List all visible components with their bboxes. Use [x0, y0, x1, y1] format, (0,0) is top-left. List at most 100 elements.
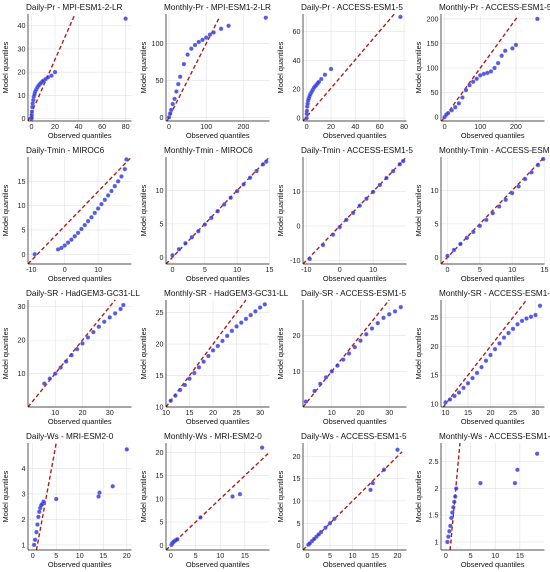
panel-title: Monthly-Tmin - ACCESS-ESM1-5	[439, 146, 550, 155]
data-point	[252, 309, 258, 314]
gridlines	[28, 300, 132, 407]
data-point	[112, 311, 118, 316]
reference-line	[35, 442, 57, 550]
data-point	[473, 76, 479, 81]
x-tick-label: 0	[306, 551, 310, 560]
qq-plot-svg: Daily-Tmin - ACCESS-ESM1-5-10 0 10-10010Ob…	[276, 146, 413, 283]
qq-panel: Monthly-Tmin - ACCESS-ESM1-5 0 5 10 15 0 5 10 Ob…	[413, 143, 550, 286]
x-tick-label: 15	[240, 551, 248, 560]
data-point	[464, 235, 469, 241]
y-tick-label: 10	[293, 496, 301, 505]
gridlines	[303, 14, 407, 121]
data-point	[460, 385, 466, 391]
x-tick-label: 0	[30, 122, 34, 131]
data-point	[357, 203, 362, 208]
data-point	[102, 197, 107, 202]
data-point	[29, 109, 35, 114]
y-tick-label: 0	[297, 114, 301, 123]
data-point	[79, 226, 84, 232]
data-point	[172, 393, 178, 398]
data-point	[184, 52, 190, 57]
data-point	[483, 358, 488, 363]
data-point	[96, 324, 102, 329]
y-tick-label: 30	[18, 44, 26, 53]
y-tick-label: 0	[159, 113, 163, 122]
data-point	[387, 312, 392, 317]
data-point	[177, 387, 182, 393]
qq-plot-svg: Monthly-Tmin - ACCESS-ESM1-50 5 10 150510Ob…	[414, 146, 550, 283]
qq-panel: Daily-Ws - MRI-ESM2-0 0 5 10 15 20 1 2 3 4 Observe…	[0, 429, 138, 572]
data-point	[456, 390, 461, 395]
data-point	[174, 537, 180, 542]
qq-plot-svg: Daily-Pr - MPI-ESM1-2-LR 0 20 40 60 80 0 10 20 30…	[1, 3, 132, 140]
data-point	[65, 240, 71, 245]
data-point	[320, 242, 326, 248]
data-point	[224, 333, 229, 339]
x-tick-label: 0	[31, 551, 35, 560]
data-point	[75, 230, 81, 236]
y-tick-label: 10	[18, 201, 26, 210]
data-point	[80, 341, 85, 346]
y-axis-label: Model quantiles	[1, 184, 10, 236]
qq-panel: Daily-Tmin - ACCESS-ESM1-5 -10 0 10 -10 0 10 Ob…	[275, 143, 413, 286]
data-point	[225, 23, 231, 29]
x-tick-label: 25	[509, 408, 517, 417]
panel-title: Monthly-Pr - MPI-ESM1-2-LR	[164, 3, 271, 12]
qq-panel: Daily-Pr - ACCESS-ESM1-5 0 20 40 60 80 0 20 40 60…	[275, 0, 413, 143]
gridlines	[303, 300, 407, 407]
data-point	[208, 215, 213, 221]
data-point	[99, 201, 104, 207]
y-axis-label: Model quantiles	[139, 184, 148, 236]
data-point	[59, 245, 64, 251]
data-point	[535, 162, 540, 168]
data-point	[188, 46, 194, 51]
data-point	[446, 529, 452, 534]
data-point	[528, 170, 534, 175]
data-point	[442, 400, 448, 405]
qq-plot-svg: Monthly-SR - ACCESS-ESM1-5 10 15 20 25 30 10 15…	[414, 289, 550, 426]
data-point	[54, 496, 59, 502]
y-axis-label: Model quantiles	[1, 41, 10, 93]
qq-panel: Daily-SR - ACCESS-ESM1-5 10 20 30 10 20 Observ…	[275, 286, 413, 429]
data-point	[175, 81, 180, 87]
data-point	[47, 376, 52, 381]
data-point	[69, 352, 74, 358]
data-point	[496, 341, 502, 346]
gridlines	[165, 157, 270, 264]
data-point	[253, 168, 259, 174]
x-axis-label: Observed quantiles	[48, 274, 112, 283]
panel-title: Daily-Ws - ACCESS-ESM1-5	[301, 432, 407, 441]
y-tick-label: 150	[426, 39, 438, 48]
y-tick-label: 20	[293, 85, 301, 94]
qq-plot-svg: Daily-Pr - ACCESS-ESM1-5 0 20 40 60 80 0 20 40 60…	[276, 3, 408, 140]
data-point	[186, 376, 192, 381]
data-point	[262, 302, 267, 307]
qq-plot-svg: Daily-Ws - MRI-ESM2-0 0 5 10 15 20 1 2 3 4 Observe…	[1, 432, 132, 569]
reference-line	[28, 13, 76, 121]
data-point	[477, 480, 483, 486]
data-point	[491, 65, 497, 71]
y-axis-label: Model quantiles	[139, 41, 148, 93]
gridlines	[28, 443, 132, 550]
y-axis-label: Model quantiles	[139, 327, 148, 379]
y-tick-label: 10	[18, 369, 26, 378]
data-point	[512, 480, 517, 486]
x-tick-label: 60	[98, 122, 106, 131]
data-point	[537, 303, 542, 308]
data-point	[465, 381, 470, 386]
reference-line	[440, 16, 518, 121]
x-tick-label: 25	[232, 408, 240, 417]
qq-panel: Monthly-Ws - MRI-ESM2-0 0 5 10 15 0 5 10 15 20 Obs…	[138, 429, 276, 572]
data-point	[514, 467, 520, 472]
x-tick-label: 10	[491, 551, 499, 560]
qq-plot-svg: Monthly-Pr - ACCESS-ESM1-5 0 100 200 0 50 100 1…	[414, 3, 550, 140]
x-tick-label: 20	[486, 408, 494, 417]
y-tick-label: 5	[159, 518, 163, 527]
data-point	[381, 315, 386, 321]
data-point	[449, 108, 454, 113]
qq-panel: Daily-SR - HadGEM3-GC31-LL 10 20 30 10 20 30 Ob…	[0, 286, 140, 429]
data-point	[82, 222, 87, 228]
y-tick-label: 15	[155, 471, 163, 480]
